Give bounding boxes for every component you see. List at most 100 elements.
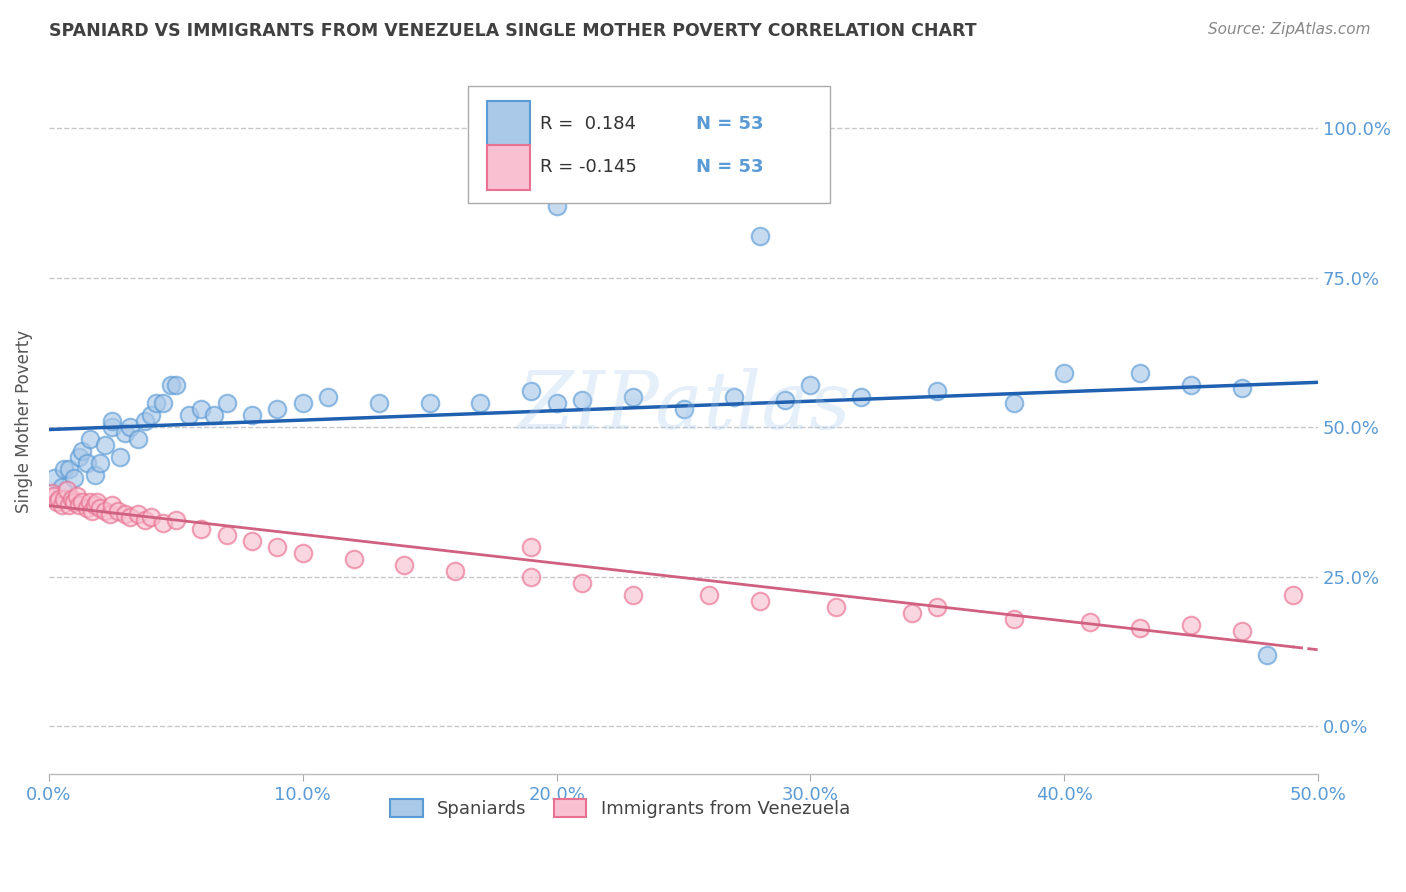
Point [51,498,73,512]
Point [145,396,167,410]
FancyBboxPatch shape [486,101,530,146]
Legend: Spaniards, Immigrants from Venezuela: Spaniards, Immigrants from Venezuela [382,791,858,825]
Point [76,501,98,516]
Point [66,489,89,503]
Point [266,402,288,417]
Point [120,510,142,524]
Point [114,426,136,441]
Point [58,498,80,512]
Point [42,471,65,485]
Point [927,384,949,399]
Point [42,489,65,503]
Point [1230,381,1253,395]
Text: N = 53: N = 53 [696,158,763,177]
Point [621,391,644,405]
Point [70,495,93,509]
Point [1180,617,1202,632]
Point [444,564,467,578]
Point [53,491,76,506]
Point [470,396,492,410]
Point [190,402,212,417]
Point [824,599,846,614]
Point [520,384,543,399]
Point [94,504,117,518]
Point [1129,621,1152,635]
Point [83,498,105,512]
Point [86,495,108,509]
Point [89,456,111,470]
Point [291,396,314,410]
FancyBboxPatch shape [468,87,830,202]
Point [89,501,111,516]
Point [1281,588,1303,602]
Point [108,450,131,465]
FancyBboxPatch shape [486,145,530,190]
Point [266,540,288,554]
Text: N = 53: N = 53 [696,114,763,133]
Point [134,513,156,527]
Point [621,588,644,602]
Point [215,528,238,542]
Point [1053,367,1076,381]
Point [101,414,124,428]
Point [177,409,200,423]
Point [58,462,80,476]
Point [723,391,745,405]
Point [748,229,770,244]
Point [419,396,441,410]
Point [83,468,105,483]
Point [571,575,593,590]
Point [773,393,796,408]
Point [1180,378,1202,392]
Point [1256,648,1278,662]
Point [520,540,543,554]
Point [134,414,156,428]
Point [67,450,90,465]
Point [165,378,187,392]
Point [63,471,86,485]
Point [1230,624,1253,638]
Text: ZIPatlas: ZIPatlas [517,368,851,446]
Point [202,409,225,423]
Point [240,409,263,423]
Point [672,402,695,417]
Point [79,495,101,509]
Point [520,570,543,584]
Point [107,504,129,518]
Y-axis label: Single Mother Poverty: Single Mother Poverty [15,330,32,513]
Point [63,495,86,509]
Point [114,507,136,521]
Point [51,480,73,494]
Point [291,546,314,560]
Point [139,409,162,423]
Point [67,498,90,512]
Point [394,558,416,572]
Point [152,396,174,410]
Point [851,391,873,405]
Point [98,507,121,521]
Text: R = -0.145: R = -0.145 [540,158,637,177]
Point [76,456,98,470]
Point [697,588,720,602]
Point [79,432,101,446]
Point [41,486,63,500]
Point [82,504,104,518]
Point [240,533,263,548]
Point [60,491,83,506]
Point [127,432,149,446]
Point [70,444,93,458]
Point [1078,615,1101,629]
Point [190,522,212,536]
Point [1002,396,1025,410]
Point [152,516,174,530]
Text: Source: ZipAtlas.com: Source: ZipAtlas.com [1208,22,1371,37]
Point [48,491,70,506]
Point [94,438,117,452]
Point [120,420,142,434]
Point [1002,612,1025,626]
Point [101,498,124,512]
Point [139,510,162,524]
Point [571,393,593,408]
Point [316,391,339,405]
Point [45,495,67,509]
